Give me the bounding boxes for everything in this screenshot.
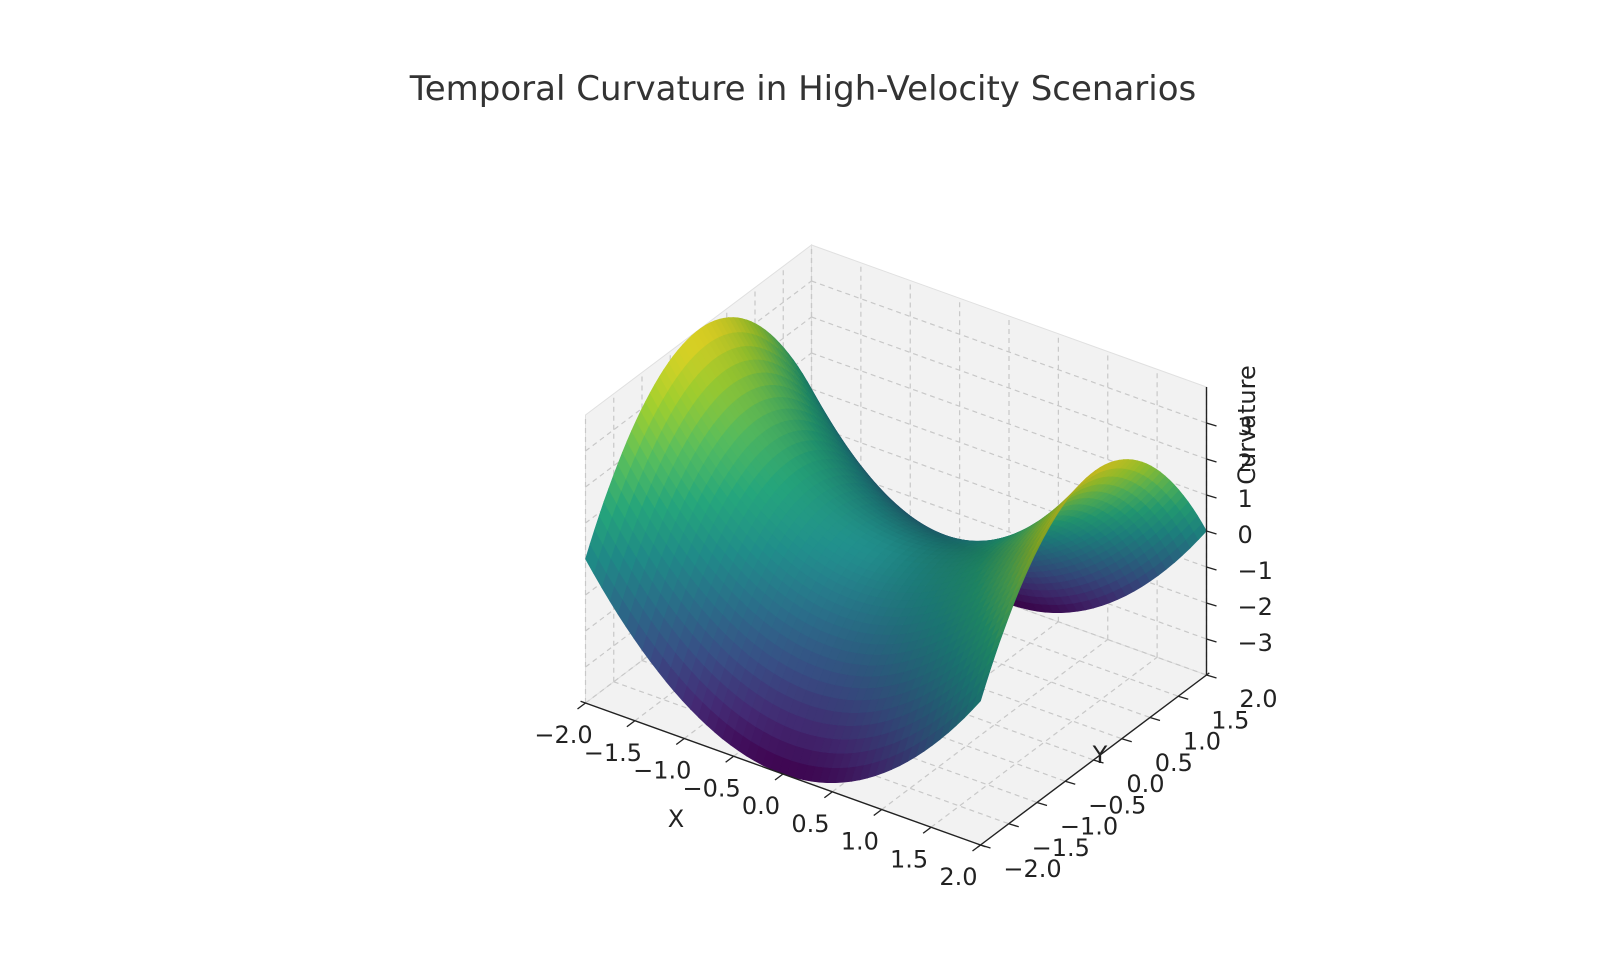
y-axis-label: Y	[1092, 741, 1108, 769]
x-tick	[626, 720, 636, 728]
z-tick-label: 2	[1238, 449, 1253, 477]
z-tick-label: −2	[1238, 593, 1273, 621]
surface-facet	[1036, 526, 1050, 544]
y-tick	[980, 844, 991, 849]
y-tick	[1008, 823, 1019, 828]
x-tick-label: −1.0	[633, 757, 691, 785]
x-tick-label: −2.0	[534, 721, 592, 749]
x-tick-label: −0.5	[682, 774, 740, 802]
y-tick-label: 1.0	[1183, 728, 1221, 756]
x-tick-label: 2.0	[939, 863, 977, 891]
grid-z-back	[811, 460, 1207, 604]
grid-z-back	[811, 352, 1207, 496]
x-tick	[675, 737, 685, 746]
z-tick	[1206, 494, 1217, 499]
y-tick-label: 1.5	[1211, 706, 1249, 734]
x-tick-label: 0.5	[791, 810, 829, 838]
grid-x-floor	[881, 639, 1109, 810]
grid-z-back	[811, 424, 1207, 568]
y-tick-label: 0.5	[1155, 749, 1193, 777]
z-tick-label: −1	[1238, 557, 1273, 585]
x-tick-label: 1.0	[841, 828, 879, 856]
y-tick-label: −1.0	[1060, 813, 1118, 841]
surface-facet	[649, 383, 664, 408]
z-tick-label: −3	[1238, 629, 1273, 657]
grid-z-back	[811, 280, 1207, 424]
z-tick	[1206, 422, 1217, 427]
grid-z-back	[811, 388, 1207, 532]
y-tick	[1206, 674, 1217, 679]
chart-title: Temporal Curvature in High-Velocity Scen…	[409, 69, 1196, 109]
y-tick-label: −0.5	[1088, 791, 1146, 819]
x-axis-label: X	[668, 805, 684, 833]
x-tick	[725, 755, 735, 763]
z-tick	[1206, 530, 1217, 535]
z-tick-label: 3	[1238, 413, 1253, 441]
y-tick-label: −2.0	[1003, 855, 1061, 883]
y-tick	[1149, 716, 1161, 722]
z-tick	[1206, 638, 1217, 643]
y-tick-label: 2.0	[1239, 685, 1277, 713]
y-tick	[1093, 759, 1104, 764]
x-tick	[873, 808, 883, 817]
x-tick	[577, 702, 586, 710]
x-tick-label: −1.5	[584, 739, 642, 767]
z-tick-label: 0	[1238, 521, 1253, 549]
y-tick-label: −1.5	[1032, 834, 1090, 862]
z-tick-label: 1	[1238, 485, 1253, 513]
x-tick	[774, 773, 784, 781]
y-tick	[1036, 801, 1048, 807]
y-tick-label: 0.0	[1126, 770, 1164, 798]
y-tick	[1178, 695, 1189, 700]
y-tick	[1121, 738, 1132, 743]
z-axis-label: Curvature	[1233, 365, 1261, 484]
x-tick-label: 1.5	[890, 845, 928, 873]
x-tick	[823, 791, 833, 799]
z-tick	[1206, 458, 1217, 463]
y-tick	[1065, 780, 1076, 785]
tick-labels: −2.0−1.5−1.0−0.50.00.51.01.52.0 −2.0−1.5−…	[534, 413, 1277, 891]
axis-lines	[577, 387, 1217, 852]
x-tick-label: 0.0	[742, 792, 780, 820]
grid-z-side	[585, 280, 812, 452]
z-tick	[1206, 602, 1217, 607]
grid-z-back	[811, 316, 1207, 460]
surface-plot	[585, 317, 1207, 784]
x-tick	[922, 826, 932, 834]
z-tick	[1206, 566, 1217, 571]
grid-x-floor	[930, 656, 1158, 828]
x-tick	[972, 844, 981, 852]
